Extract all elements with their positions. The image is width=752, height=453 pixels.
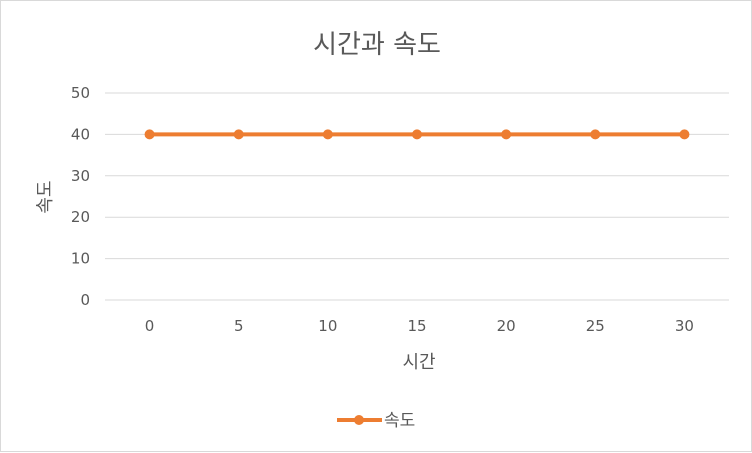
data-point	[590, 129, 601, 140]
x-tick-label: 0	[145, 317, 155, 335]
x-tick-label: 15	[407, 317, 426, 335]
y-axis-ticks: 0 10 20 30 40 50	[71, 84, 90, 309]
y-tick-label: 50	[71, 84, 90, 102]
legend-dot-marker	[354, 415, 364, 425]
y-tick-label: 10	[71, 250, 90, 268]
y-tick-label: 0	[80, 291, 90, 309]
x-tick-label: 20	[497, 317, 516, 335]
x-tick-label: 30	[675, 317, 694, 335]
data-point	[144, 129, 155, 140]
legend-label: 속도	[384, 411, 415, 431]
legend: 속도	[337, 411, 415, 431]
data-point	[501, 129, 512, 140]
data-point	[322, 129, 333, 140]
x-axis-title: 시간	[402, 352, 435, 373]
data-point	[233, 129, 244, 140]
x-tick-label: 25	[586, 317, 605, 335]
x-tick-label: 5	[234, 317, 244, 335]
series-plot	[144, 129, 690, 140]
y-tick-label: 20	[71, 208, 90, 226]
data-point	[412, 129, 422, 140]
data-point	[679, 129, 690, 140]
y-tick-label: 40	[71, 125, 90, 143]
gridlines	[105, 92, 729, 301]
chart-title: 시간과 속도	[313, 30, 441, 60]
x-tick-label: 10	[318, 317, 337, 335]
x-axis-ticks: 0 5 10 15 20 25 30	[145, 317, 694, 335]
y-tick-label: 30	[71, 167, 90, 185]
y-axis-title: 속도	[35, 180, 56, 213]
